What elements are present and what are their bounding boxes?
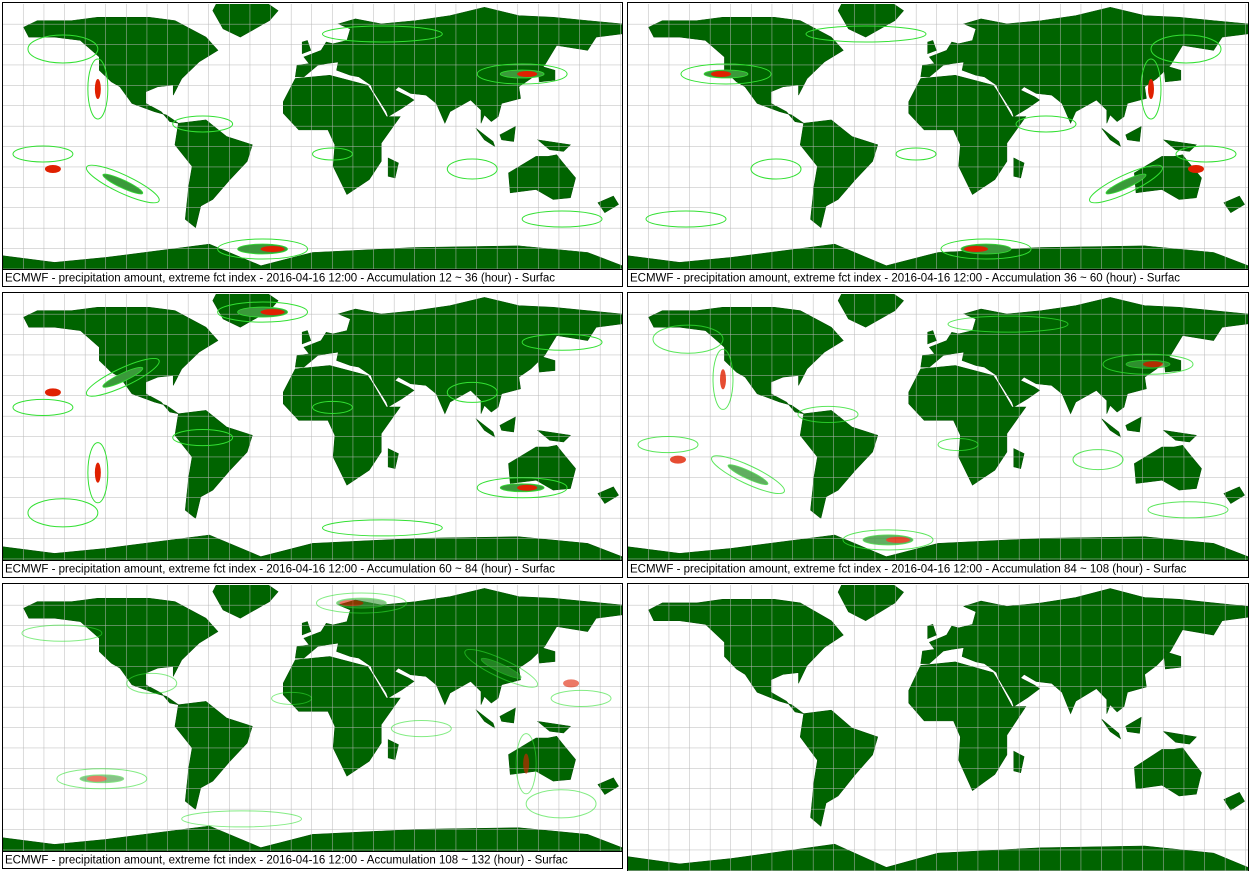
map-panel: ECMWF - precipitation amount, extreme fc… [2,2,623,287]
map-panel [627,583,1249,871]
panel-caption: ECMWF - precipitation amount, extreme fc… [5,855,568,867]
panel-caption: ECMWF - precipitation amount, extreme fc… [5,273,555,285]
panel-caption: ECMWF - precipitation amount, extreme fc… [630,564,1187,576]
panel-caption: ECMWF - precipitation amount, extreme fc… [5,564,555,576]
map-panel: ECMWF - precipitation amount, extreme fc… [2,292,623,578]
map-panel: ECMWF - precipitation amount, extreme fc… [627,292,1249,578]
map-panel: ECMWF - precipitation amount, extreme fc… [2,583,623,869]
map-panel: ECMWF - precipitation amount, extreme fc… [627,2,1249,287]
panel-caption: ECMWF - precipitation amount, extreme fc… [630,273,1180,285]
